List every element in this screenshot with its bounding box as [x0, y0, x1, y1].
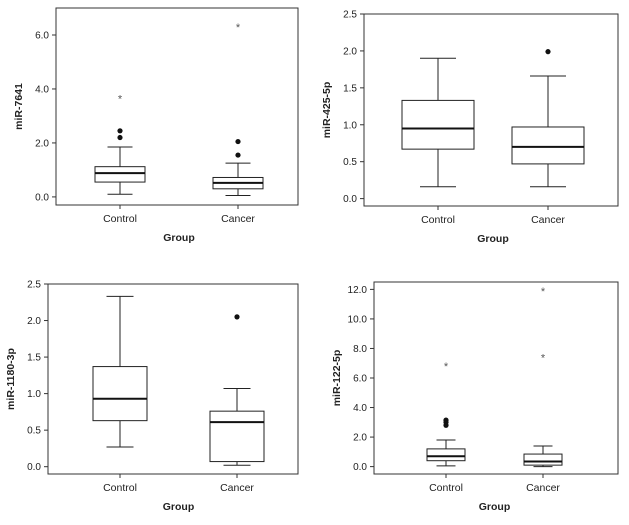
y-tick-label: 1.0 [343, 120, 357, 131]
x-tick-label: Control [421, 214, 455, 226]
plot-area [55, 7, 299, 206]
outlier-point [545, 49, 551, 55]
box-cancer [209, 314, 265, 466]
outlier-point [234, 314, 240, 320]
boxplot-mir-425-5p: 0.0 0.5 1.0 1.5 2.0 2.5 miR-425-5p Control Cance… [318, 0, 626, 258]
x-tick-label: Control [429, 482, 463, 494]
x-axis-title: Group [163, 232, 195, 244]
y-tick-label: 2.0 [353, 433, 367, 444]
box-cancer: ** [523, 286, 563, 468]
boxplot-mir-1180-3p: 0.0 0.5 1.0 1.5 2.0 2.5 miR-1180-3p Control Canc… [0, 268, 300, 525]
y-tick-label: 0.5 [27, 426, 41, 437]
plot-area [47, 283, 299, 475]
extreme-point: * [444, 361, 449, 373]
chart-svg: 0.0 2.0 4.0 6.0 miR-7641 Control * Cancer * Group [13, 7, 299, 244]
iqr-box [511, 126, 585, 165]
iqr-box [92, 366, 148, 422]
plot-area [363, 13, 619, 207]
y-tick-label: 0.0 [343, 194, 357, 205]
y-tick-label: 1.0 [27, 389, 41, 400]
extreme-point: * [541, 352, 546, 364]
box-cancer [511, 49, 585, 188]
box-control [92, 295, 148, 448]
box-control: * [426, 361, 466, 467]
y-tick-label: 4.0 [35, 84, 49, 95]
y-tick-label: 2.0 [27, 316, 41, 327]
y-tick-label: 0.0 [27, 462, 41, 473]
outlier-point [235, 152, 241, 158]
y-tick-label: 2.5 [27, 280, 41, 291]
y-tick-label: 1.5 [343, 83, 357, 94]
y-tick-label: 1.5 [27, 353, 41, 364]
x-tick-label: Cancer [220, 482, 254, 494]
extreme-point: * [236, 22, 241, 34]
y-tick-label: 0.5 [343, 157, 357, 168]
y-tick-label: 2.0 [343, 46, 357, 57]
x-tick-label: Cancer [531, 214, 565, 226]
plot-area [373, 281, 619, 475]
y-tick-label: 0.0 [353, 462, 367, 473]
extreme-point: * [541, 286, 546, 298]
chart-svg: 0.0 0.5 1.0 1.5 2.0 2.5 miR-425-5p Control Cance… [321, 10, 619, 245]
iqr-box [523, 453, 563, 466]
y-axis-title: miR-425-5p [321, 82, 333, 139]
outlier-point [235, 138, 241, 145]
chart-svg: 0.0 2.0 4.0 6.0 8.0 10.0 12.0 miR-122-5p Control… [331, 281, 619, 513]
box-control [401, 57, 475, 188]
outlier-point [117, 134, 123, 141]
y-tick-label: 10.0 [348, 314, 368, 325]
iqr-box [401, 99, 475, 150]
outlier-point [117, 128, 123, 134]
extreme-point: * [118, 93, 123, 105]
y-tick-label: 6.0 [353, 374, 367, 385]
y-axis-title: miR-7641 [13, 83, 25, 130]
iqr-box [426, 448, 466, 462]
y-axis-title: miR-122-5p [331, 350, 343, 407]
y-tick-label: 0.0 [35, 192, 49, 203]
y-tick-label: 4.0 [353, 403, 367, 414]
x-axis-title: Group [479, 501, 511, 513]
x-tick-label: Control [103, 482, 137, 494]
y-tick-label: 2.0 [35, 138, 49, 149]
y-tick-label: 2.5 [343, 10, 357, 21]
x-tick-label: Control [103, 213, 137, 225]
box-cancer: * [212, 22, 264, 197]
y-tick-label: 12.0 [348, 285, 368, 296]
chart-svg: 0.0 0.5 1.0 1.5 2.0 2.5 miR-1180-3p Control Canc… [5, 280, 299, 513]
x-tick-label: Cancer [526, 482, 560, 494]
y-axis-title: miR-1180-3p [5, 348, 17, 410]
x-tick-label: Cancer [221, 213, 255, 225]
y-tick-label: 6.0 [35, 30, 49, 41]
y-tick-label: 8.0 [353, 344, 367, 355]
outlier-point [443, 417, 449, 423]
x-axis-title: Group [163, 501, 195, 513]
x-axis-title: Group [477, 233, 509, 245]
box-control: * [94, 93, 146, 195]
boxplot-mir-122-5p: 0.0 2.0 4.0 6.0 8.0 10.0 12.0 miR-122-5p Control… [318, 268, 626, 525]
iqr-box [94, 166, 146, 183]
boxplot-mir-7641: 0.0 2.0 4.0 6.0 miR-7641 Control * Cancer * Group [0, 0, 300, 258]
iqr-box [209, 410, 265, 463]
